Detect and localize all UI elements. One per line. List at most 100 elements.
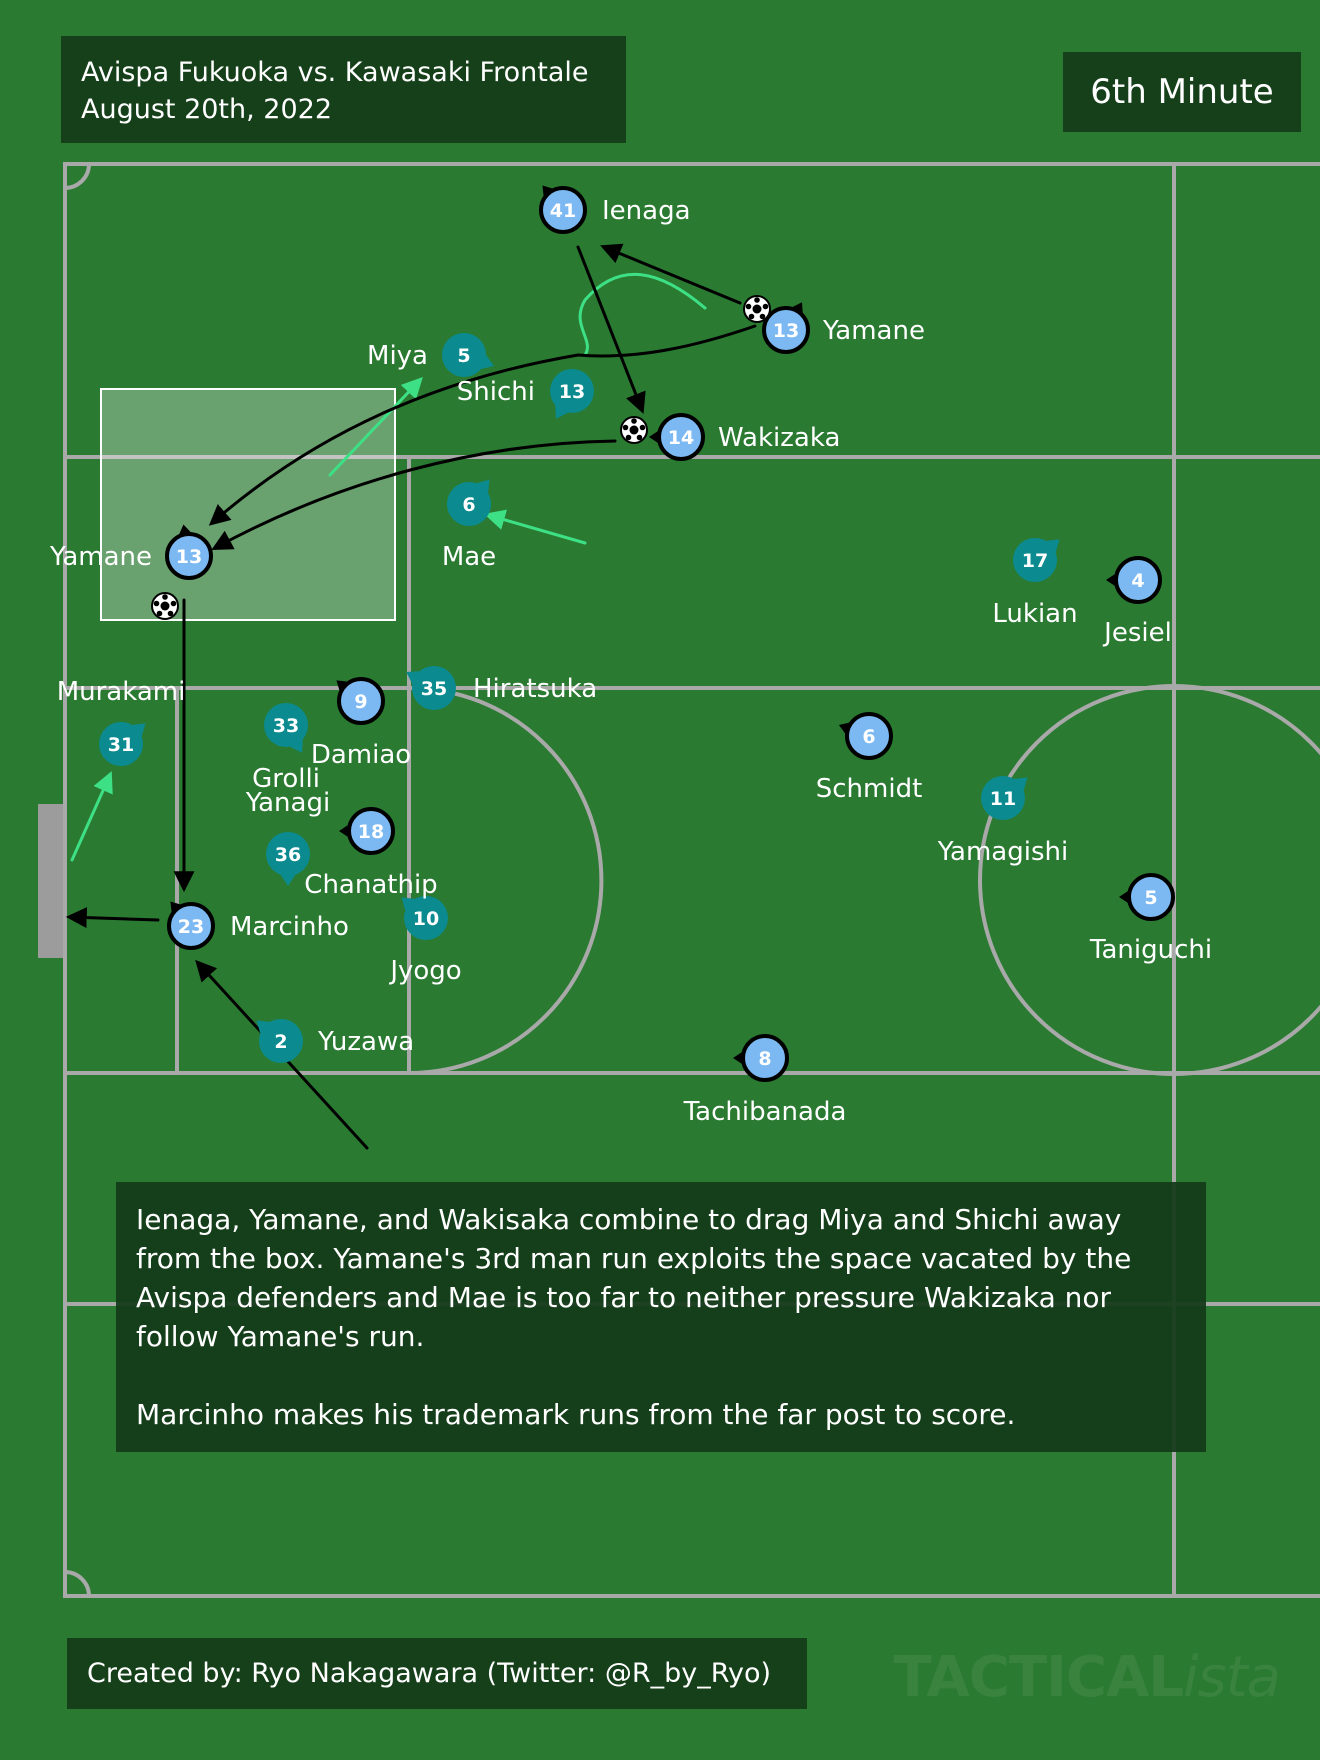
player-number: 5 (1144, 887, 1157, 909)
description-box: Ienaga, Yamane, and Wakisaka combine to … (116, 1182, 1206, 1452)
player-marker (347, 807, 395, 855)
facing-indicator (1045, 539, 1060, 553)
minute-badge: 6th Minute (1063, 52, 1301, 132)
ball-icon (743, 295, 771, 323)
player-marker (442, 333, 486, 377)
player-number: 18 (358, 821, 384, 843)
player-name: Murakami (57, 677, 186, 707)
kawasaki-player-10: 8 Tachibanada (683, 1034, 847, 1127)
player-name: Schmidt (816, 774, 923, 804)
player-name: Taniguchi (1089, 935, 1212, 965)
avispa-player-7: 36 Yanagi (245, 788, 330, 886)
highlight-zone (100, 388, 396, 621)
player-name: Jyogo (388, 956, 461, 986)
avispa-player-10: 11 Yamagishi (937, 776, 1068, 867)
facing-indicator (555, 405, 569, 419)
player-marker (412, 666, 456, 710)
dribble-run-murakami (70, 771, 113, 862)
player-marker (337, 677, 385, 725)
player-name: Shichi (457, 377, 535, 407)
player-name: Yamagishi (937, 837, 1068, 867)
penalty-arc (408, 686, 604, 1075)
player-name: Chanathip (304, 870, 437, 900)
player-number: 41 (550, 200, 576, 222)
kawasaki-player-4: 4 Jesiel (1102, 556, 1172, 648)
player-name: Yamane (822, 316, 925, 346)
kawasaki-player-5: 9 Damiao (311, 677, 411, 770)
player-marker (264, 703, 308, 747)
kawasaki-player-2: 14 Wakizaka (649, 413, 840, 461)
dribble-run-yamane-third-man (208, 353, 580, 526)
player-number: 2 (274, 1031, 287, 1053)
player-marker (1013, 538, 1057, 582)
player-number: 33 (273, 715, 299, 737)
player-number: 10 (413, 908, 439, 930)
player-marker (259, 1019, 303, 1063)
player-name: Mae (442, 542, 496, 572)
dribble-run-mae (483, 509, 587, 545)
player-marker (167, 902, 215, 950)
player-number: 35 (421, 678, 447, 700)
player-name: Marcinho (230, 912, 349, 942)
kawasaki-player-0: 41 Ienaga (539, 185, 691, 234)
player-layer: 5 Miya 13 Shichi 6 Mae 17 Lukian 35 Hiratsuka 33 Gr… (49, 185, 1212, 1127)
player-marker (845, 712, 893, 760)
watermark-light: ista (1182, 1645, 1281, 1710)
match-title: Avispa Fukuoka vs. Kawasaki Frontale (81, 57, 589, 88)
watermark-bold: TACTICAL (893, 1645, 1184, 1710)
player-number: 13 (773, 320, 799, 342)
player-number: 23 (178, 916, 204, 938)
player-marker (741, 1034, 789, 1082)
match-info-box: Avispa Fukuoka vs. Kawasaki Frontale Aug… (61, 36, 626, 143)
shot-marcinho (65, 907, 160, 929)
player-marker (99, 722, 143, 766)
facing-indicator (480, 354, 495, 370)
player-name: Grolli (252, 764, 320, 794)
facing-indicator (289, 739, 303, 753)
avispa-player-0: 5 Miya (367, 333, 495, 377)
avispa-player-3: 17 Lukian (992, 538, 1078, 629)
player-marker (1127, 873, 1175, 921)
player-number: 4 (1131, 570, 1144, 592)
pass-ienaga-to-wakizaka (576, 245, 646, 414)
avispa-player-8: 10 Jyogo (388, 896, 462, 986)
watermark-logo: TACTICALista (893, 1645, 1281, 1710)
player-number: 36 (275, 844, 301, 866)
player-marker (404, 896, 448, 940)
player-marker (447, 482, 491, 526)
player-number: 13 (559, 381, 585, 403)
player-marker (1114, 556, 1162, 604)
dribble-run-yamane-to-wakizaka (576, 324, 757, 358)
player-marker (165, 532, 213, 580)
description-paragraph-1: Ienaga, Yamane, and Wakisaka combine to … (136, 1203, 1132, 1353)
player-name: Jesiel (1102, 618, 1172, 648)
goal (38, 804, 63, 958)
avispa-player-5: 33 Grolli (252, 703, 320, 794)
player-name: Yamane (49, 542, 152, 572)
player-marker (657, 413, 705, 461)
facing-indicator (401, 897, 416, 911)
kawasaki-player-3: 13 Yamane (49, 524, 213, 580)
ball-icon (620, 416, 648, 444)
corner-arc-top (64, 163, 91, 190)
player-name: Yuzawa (317, 1027, 414, 1057)
player-number: 5 (457, 345, 470, 367)
player-name: Damiao (311, 740, 411, 770)
player-number: 6 (862, 726, 875, 748)
kawasaki-player-7: 18 Chanathip (304, 807, 438, 900)
description-paragraph-2: Marcinho makes his trademark runs from t… (136, 1398, 1016, 1431)
kawasaki-player-6: 6 Schmidt (816, 712, 923, 804)
corner-arc-bottom (64, 1570, 91, 1597)
facing-indicator (476, 479, 490, 494)
kawasaki-player-8: 23 Marcinho (167, 901, 349, 950)
facing-indicator (131, 723, 146, 737)
player-name: Ienaga (602, 196, 691, 226)
player-name: Hiratsuka (473, 674, 597, 704)
player-name: Tachibanada (683, 1097, 847, 1127)
movement-lines (65, 243, 757, 1150)
center-circle (978, 684, 1320, 1076)
facing-indicator (1013, 777, 1028, 791)
player-number: 6 (462, 494, 475, 516)
facing-indicator (256, 1020, 271, 1034)
